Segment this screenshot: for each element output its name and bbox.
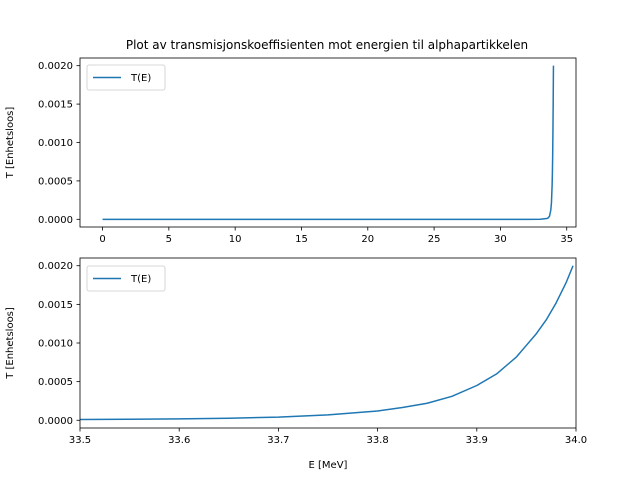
top-series-line-0 (102, 65, 555, 221)
bottom-legend-label: T(E) (130, 274, 151, 285)
bottom-plot-frame (79, 257, 577, 429)
bottom-x-tick-label-0: 33.5 (69, 435, 91, 446)
bottom-y-tick-label-2: 0.0010 (38, 339, 73, 350)
bottom-y-tick-label-3: 0.0015 (38, 300, 73, 311)
bottom-x-tick-label-2: 33.7 (267, 435, 289, 446)
top-x-tick-label-6: 30 (494, 234, 507, 245)
bottom-plot-marks: 33.5 33.6 33.7 33.8 33.9 34.0 0.0000 0.0005 0.00… (38, 261, 587, 446)
bottom-plot-panel: 33.5 33.6 33.7 33.8 33.9 34.0 0.0000 0.0005 0.00… (5, 257, 587, 471)
bottom-x-tick-label-4: 33.9 (466, 435, 488, 446)
top-y-tick-label-0: 0.0000 (38, 215, 73, 226)
top-x-tick-label-5: 25 (428, 234, 441, 245)
top-x-tick-label-2: 10 (229, 234, 242, 245)
top-y-tick-label-1: 0.0005 (38, 176, 73, 187)
top-y-tick-label-3: 0.0015 (38, 100, 73, 111)
top-x-tick-label-7: 35 (560, 234, 573, 245)
bottom-legend: T(E) (86, 265, 166, 292)
bottom-x-tick-label-3: 33.8 (366, 435, 388, 446)
chart-title: Plot av transmisjonskoeffisienten mot en… (126, 38, 528, 52)
top-legend-label: T(E) (130, 73, 151, 84)
bottom-series-line-0 (80, 265, 574, 421)
bottom-x-tick-label-1: 33.6 (168, 435, 190, 446)
bottom-x-tick-label-5: 34.0 (565, 435, 587, 446)
top-plot-frame (79, 57, 577, 228)
top-x-tick-label-1: 5 (166, 234, 172, 245)
bottom-x-axis-label: E [MeV] (309, 460, 348, 471)
bottom-y-tick-label-1: 0.0005 (38, 377, 73, 388)
bottom-y-tick-label-4: 0.0020 (38, 261, 73, 272)
top-plot-panel: Plot av transmisjonskoeffisienten mot en… (5, 38, 577, 245)
top-x-tick-label-0: 0 (99, 234, 105, 245)
top-y-tick-label-4: 0.0020 (38, 61, 73, 72)
top-legend-box (86, 64, 166, 91)
bottom-y-tick-label-0: 0.0000 (38, 416, 73, 427)
bottom-y-axis-label: T [Enhetsloos] (5, 307, 16, 380)
top-x-tick-label-4: 20 (361, 234, 374, 245)
top-plot-marks: 0 5 10 15 20 25 30 35 0.0000 0.0005 0.0010 0.0015 0.… (38, 61, 573, 245)
bottom-legend-box (86, 265, 166, 292)
top-legend: T(E) (86, 64, 166, 91)
top-y-tick-label-2: 0.0010 (38, 138, 73, 149)
top-x-tick-label-3: 15 (295, 234, 308, 245)
top-y-axis-label: T [Enhetsloos] (5, 107, 16, 180)
